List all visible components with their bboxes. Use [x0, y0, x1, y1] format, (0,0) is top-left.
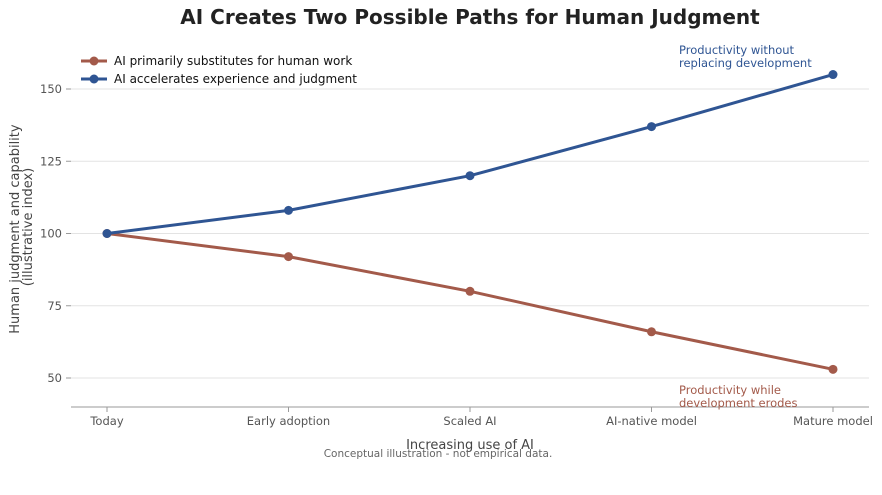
x-tick-label-1: Early adoption: [247, 414, 330, 428]
x-tick-label-0: Today: [89, 414, 123, 428]
data-point-1-1: [284, 205, 293, 215]
data-point-0-2: [465, 286, 475, 296]
series-line-0: [105, 232, 835, 371]
y-axis-label: Human judgment and capability (illustrat…: [8, 120, 36, 333]
legend-label-accelerates: AI accelerates experience and judgment: [114, 72, 357, 86]
annotation-substitutes-line-1: Productivity while: [679, 383, 781, 397]
series-line-1: [105, 73, 835, 235]
y-tick-label-100: 100: [40, 227, 62, 241]
x-tick-label-3: AI-native model: [606, 414, 697, 428]
gridlines: [71, 88, 869, 379]
legend-item-substitutes: AI primarily substitutes for human work: [81, 54, 352, 68]
annotation-accelerates-line-1: Productivity without: [679, 43, 795, 57]
y-axis-label-line-1: Human judgment and capability: [8, 124, 23, 334]
legend-label-substitutes: AI primarily substitutes for human work: [114, 54, 352, 68]
data-point-0-1: [284, 252, 293, 262]
data-point-1-3: [647, 122, 656, 132]
chart-title: AI Creates Two Possible Paths for Human …: [180, 5, 760, 29]
x-tick-label-2: Scaled AI: [443, 414, 496, 428]
annotation-substitutes: Productivity while development erodes: [679, 383, 797, 410]
data-point-1-4: [828, 70, 838, 80]
legend-marker-substitutes: [89, 56, 99, 66]
x-axis-label: Increasing use of AI: [406, 438, 534, 453]
y-tick-label-75: 75: [47, 299, 62, 313]
annotation-accelerates: Productivity without replacing developme…: [679, 43, 812, 70]
footnote: Conceptual illustration - not empirical …: [324, 448, 553, 460]
y-tick-label-150: 150: [40, 82, 62, 96]
data-point-0-3: [647, 327, 656, 337]
data-point-1-0: [102, 229, 112, 238]
data-point-1-2: [465, 171, 475, 181]
y-axis-label-line-2: (illustrative index): [21, 168, 36, 287]
y-tick-label-50: 50: [47, 371, 62, 385]
x-tick-label-4: Mature model: [793, 414, 873, 428]
legend: AI primarily substitutes for human work …: [81, 54, 357, 86]
y-tick-label-125: 125: [40, 154, 62, 168]
x-axis: Today Early adoption Scaled AI AI-native mo…: [89, 407, 873, 428]
y-axis: 50 75 100 125 150: [40, 82, 71, 385]
legend-marker-accelerates: [89, 74, 99, 84]
annotation-accelerates-line-2: replacing development: [679, 56, 812, 70]
annotation-substitutes-line-2: development erodes: [679, 396, 797, 410]
series-lines: [102, 70, 838, 374]
data-point-0-4: [828, 364, 838, 374]
legend-item-accelerates: AI accelerates experience and judgment: [81, 72, 357, 86]
